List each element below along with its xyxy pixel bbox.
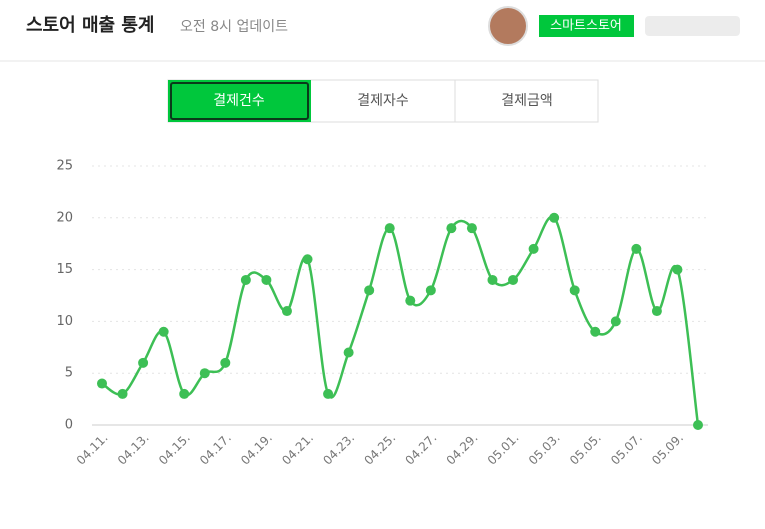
x-tick-label: 05.01. xyxy=(485,431,522,468)
y-tick-label: 5 xyxy=(65,366,73,381)
point xyxy=(281,306,292,317)
y-tick-label: 10 xyxy=(56,314,73,329)
point xyxy=(425,285,436,296)
y-tick-label: 20 xyxy=(56,210,73,225)
tab-label[interactable]: 결제건수 xyxy=(213,93,265,109)
x-tick-label: 04.29. xyxy=(444,431,481,468)
tab-label[interactable]: 결제자수 xyxy=(357,93,409,109)
point xyxy=(508,274,519,285)
point xyxy=(549,212,560,223)
point xyxy=(343,347,354,358)
x-tick-label: 05.09. xyxy=(649,431,686,468)
tab-focus xyxy=(170,82,309,120)
y-tick-label: 15 xyxy=(56,262,73,277)
x-tick-label: 04.13. xyxy=(115,431,152,468)
x-tick-label: 04.15. xyxy=(156,431,193,468)
point xyxy=(631,243,642,254)
update-time: 오전 8시 업데이트 xyxy=(180,19,288,35)
x-tick-label: 04.27. xyxy=(403,431,440,468)
point xyxy=(199,368,210,379)
tab-label[interactable]: 결제금액 xyxy=(501,93,553,109)
store-badge-label: 스마트스토어 xyxy=(550,19,622,34)
point xyxy=(220,357,231,368)
point xyxy=(528,243,539,254)
point xyxy=(323,388,334,399)
blurred-name xyxy=(645,16,740,36)
point xyxy=(97,378,107,389)
x-tick-label: 04.17. xyxy=(197,431,234,468)
point xyxy=(179,388,190,399)
x-tick-label: 04.25. xyxy=(361,431,398,468)
x-tick-label: 04.19. xyxy=(238,431,275,468)
point xyxy=(138,357,149,368)
x-tick-label: 05.05. xyxy=(567,431,604,468)
x-tick-label: 05.07. xyxy=(608,431,645,468)
point xyxy=(651,306,662,317)
point xyxy=(240,274,251,285)
point xyxy=(487,274,498,285)
x-tick-label: 04.21. xyxy=(279,431,316,468)
point xyxy=(610,316,621,327)
point xyxy=(672,264,683,275)
line xyxy=(101,215,700,426)
point xyxy=(693,420,703,430)
point xyxy=(569,285,580,296)
y-tick-label: 0 xyxy=(65,418,73,433)
x-tick-label: 04.23. xyxy=(320,431,357,468)
point xyxy=(364,285,375,296)
point xyxy=(405,295,416,306)
page-title: 스토어 매출 통계 xyxy=(26,15,154,36)
point xyxy=(117,388,128,399)
point xyxy=(261,274,272,285)
tab-active[interactable] xyxy=(168,80,311,122)
x-tick-label: 04.11. xyxy=(74,431,111,468)
point xyxy=(466,223,477,234)
point xyxy=(158,326,169,337)
chart: 0 5 10 15 20 25 04.11. 04.13. 04.15. 04.17. 04.19.… xyxy=(56,159,708,468)
point xyxy=(590,326,601,337)
x-tick-label: 05.03. xyxy=(526,431,563,468)
y-tick-label: 25 xyxy=(56,159,73,174)
point xyxy=(446,223,457,234)
point xyxy=(302,254,313,265)
avatar[interactable] xyxy=(488,6,528,46)
store-badge[interactable] xyxy=(539,15,634,37)
point xyxy=(384,223,395,234)
